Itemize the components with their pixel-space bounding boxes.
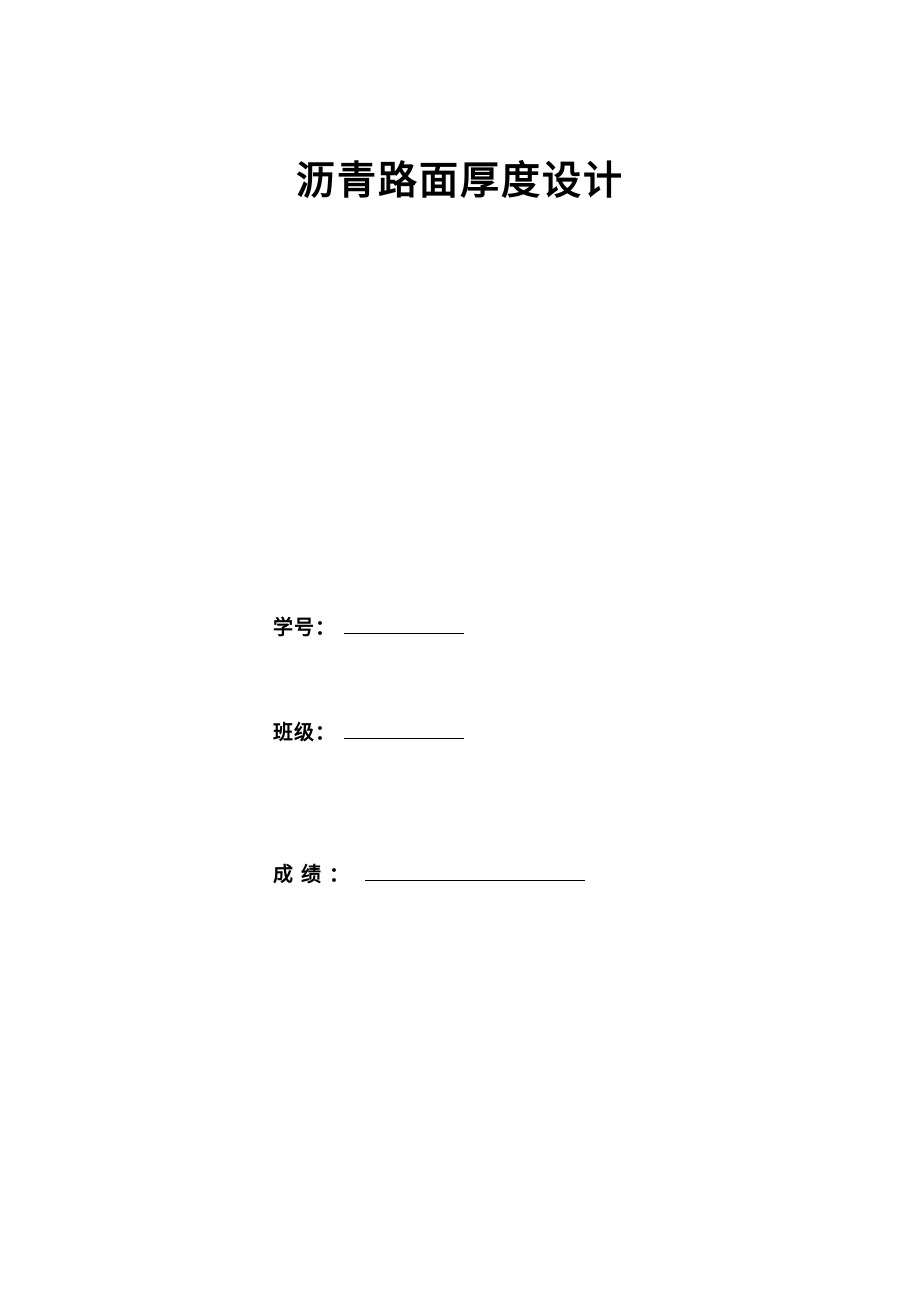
class-label: 班级： xyxy=(273,716,336,745)
class-row: 班级： xyxy=(273,716,464,745)
student-id-row: 学号： xyxy=(273,611,464,640)
student-id-blank[interactable] xyxy=(344,633,464,634)
student-id-label: 学号： xyxy=(273,611,336,640)
grade-row: 成绩： xyxy=(273,858,585,887)
grade-blank[interactable] xyxy=(365,880,585,881)
page-title: 沥青路面厚度设计 xyxy=(0,150,920,206)
class-blank[interactable] xyxy=(344,738,464,739)
grade-label: 成绩： xyxy=(273,858,357,887)
